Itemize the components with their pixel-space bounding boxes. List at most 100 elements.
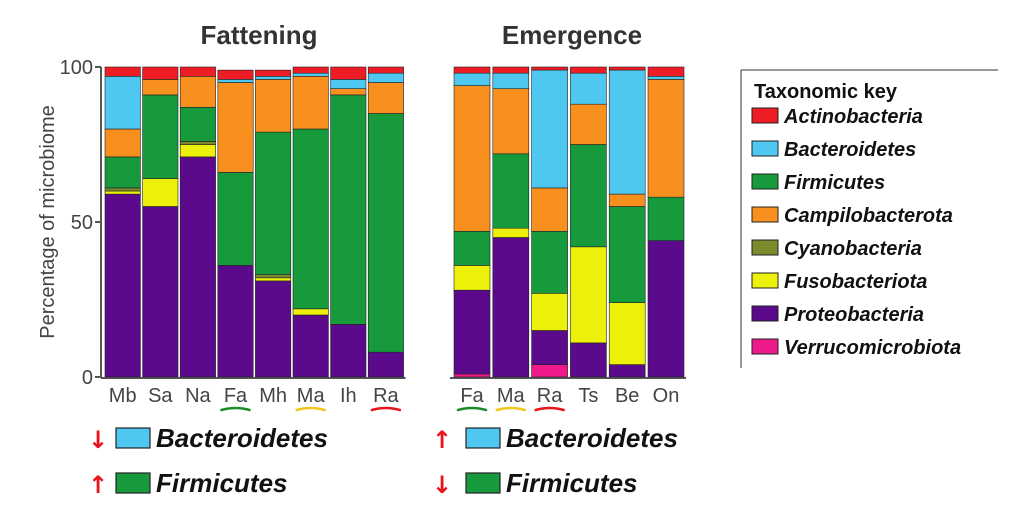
bar-segment-ra-proteobacteria [367,351,404,378]
underline-fa [456,406,488,412]
bar-segment-ts-proteobacteria [570,342,607,378]
key-swatch-fusobacteriota [751,272,779,289]
bar-segment-be-proteobacteria [608,364,646,378]
bar-segment-ih-campilobacterota [330,88,367,96]
annotation-label-bacteroidetes: Bacteroidetes [156,423,328,453]
key-swatch-bacteroidetes [751,140,779,157]
x-tick-ts: Ts [578,385,598,407]
annotation-swatch-firmicutes [115,472,151,494]
up-arrow-icon: ↑ [88,471,108,499]
bar-segment-mh-cyanobacteria [255,274,292,279]
bar-segment-sa-firmicutes [142,94,179,179]
bar-segment-ra-firmicutes [367,113,404,353]
key-label-proteobacteria: Proteobacteria [784,304,924,326]
annotation-swatch-bacteroidetes [465,427,501,449]
key-label-campilobacterota: Campilobacterota [784,205,953,227]
x-tick-ma: Ma [297,385,326,407]
y-axis-label: Percentage of microbiome [37,105,59,338]
x-tick-na: Na [185,385,211,407]
x-tick-fa: Fa [224,385,248,407]
bar-segment-ma-fusobacteriota [492,227,530,238]
bar-segment-ra-campilobacterota [367,82,404,114]
bar-segment-ma-campilobacterota [492,88,530,155]
bar-segment-ma-fusobacteriota [292,308,329,316]
bar-segment-be-fusobacteriota [608,302,646,365]
bar-segment-sa-campilobacterota [142,79,179,96]
bar-segment-ma-actinobacteria [492,66,530,74]
bar-segment-be-campilobacterota [608,193,646,207]
bar-segment-ra-proteobacteria [531,330,568,365]
bar-segment-ih-bacteroidetes [330,79,367,90]
bar-segment-na-fusobacteriota [179,144,216,158]
y-tick-50: 50 [71,212,93,234]
underline-ma [295,406,326,412]
bar-segment-fa-firmicutes [217,172,254,266]
bar-segment-ra-actinobacteria [531,66,568,71]
key-swatch-actinobacteria [751,107,779,124]
key-label-firmicutes: Firmicutes [784,172,885,194]
bar-segment-sa-actinobacteria [142,66,179,80]
bar-segment-ma-proteobacteria [492,237,530,378]
bar-segment-fa-bacteroidetes [217,79,254,83]
bar-segment-mh-firmicutes [255,131,292,276]
y-tick-100: 100 [60,57,93,79]
bar-segment-ih-actinobacteria [330,66,367,80]
bar-segment-on-campilobacterota [647,79,685,198]
x-tick-on: On [653,385,680,407]
bar-segment-mh-proteobacteria [255,280,292,378]
bar-segment-sa-proteobacteria [142,206,179,378]
fattening-chart: Mb Sa Na Fa Mh Ma Ih Ra [95,66,406,412]
bar-segment-ra-campilobacterota [531,187,568,232]
bar-segment-ma-firmicutes [292,128,329,310]
emergence-title: Emergence [502,20,642,50]
bar-segment-mb-fusobacteriota [104,190,141,195]
bar-segment-be-bacteroidetes [608,69,646,195]
bar-segment-ih-firmicutes [330,94,367,325]
bar-segment-fa-firmicutes [453,231,491,266]
y-tick-0: 0 [82,367,93,389]
bar-segment-fa-verrucomicrobiota [453,373,491,378]
underline-ma [495,406,527,412]
key-swatch-cyanobacteria [751,239,779,256]
bar-segment-mb-firmicutes [104,156,141,189]
x-tick-fa: Fa [460,385,484,407]
annotation-label-firmicutes: Firmicutes [156,468,288,498]
bar-segment-ma-firmicutes [492,153,530,229]
bar-segment-on-proteobacteria [647,240,685,378]
key-swatch-proteobacteria [751,305,779,322]
bar-segment-fa-campilobacterota [217,82,254,173]
bar-segment-ts-actinobacteria [570,66,607,74]
key-swatch-verrucomicrobiota [751,338,779,355]
bar-segment-mh-campilobacterota [255,79,292,133]
bar-segment-na-proteobacteria [179,156,216,378]
key-title: Taxonomic key [754,81,898,103]
bar-segment-ra-bacteroidetes [531,69,568,189]
bar-segment-on-actinobacteria [647,66,685,77]
annotation-swatch-firmicutes [465,472,501,494]
bar-segment-mb-campilobacterota [104,128,141,158]
key-label-bacteroidetes: Bacteroidetes [784,139,916,161]
up-arrow-icon: ↑ [432,426,452,454]
x-tick-sa: Sa [148,385,173,407]
bar-segment-na-campilobacterota [179,76,216,108]
x-tick-ra: Ra [373,385,399,407]
bar-segment-mh-fusobacteriota [255,277,292,282]
bar-segment-fa-campilobacterota [453,85,491,232]
bar-segment-ma-bacteroidetes [492,72,530,89]
key-swatch-firmicutes [751,173,779,190]
bar-segment-fa-proteobacteria [217,265,254,378]
x-tick-ih: Ih [340,385,357,407]
bar-segment-ih-proteobacteria [330,323,367,378]
down-arrow-icon: ↓ [432,471,452,499]
bar-segment-ma-campilobacterota [292,76,329,130]
x-tick-ma: Ma [497,385,526,407]
annotation-swatch-bacteroidetes [115,427,151,449]
key-swatch-campilobacterota [751,206,779,223]
underline-fa [220,406,251,412]
bar-segment-na-firmicutes [179,107,216,142]
x-tick-mh: Mh [259,385,287,407]
bar-segment-on-bacteroidetes [647,76,685,80]
bar-segment-fa-fusobacteriota [453,265,491,291]
bar-segment-mb-cyanobacteria [104,187,141,192]
